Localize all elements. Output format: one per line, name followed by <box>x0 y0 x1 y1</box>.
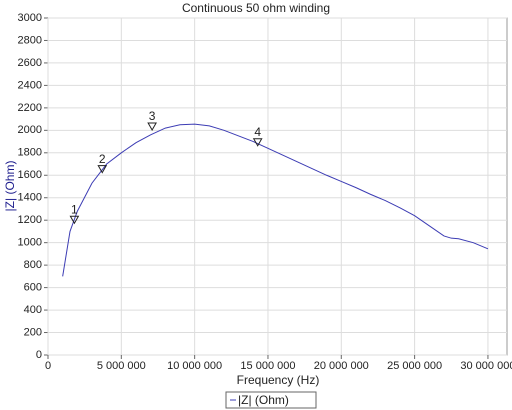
y-tick-label: 2400 <box>18 79 42 91</box>
marker <box>252 138 263 147</box>
marker <box>147 122 157 131</box>
y-tick-label: 1400 <box>18 192 42 204</box>
line-series <box>62 123 489 277</box>
y-tick-label: 600 <box>24 282 42 294</box>
marker-label: 4 <box>254 125 261 139</box>
marker-label: 3 <box>149 109 156 123</box>
y-tick-label: 400 <box>24 304 42 316</box>
y-tick-label: 1000 <box>18 237 42 249</box>
x-tick-label: 15 000 000 <box>240 360 295 372</box>
y-tick-label: 2000 <box>18 124 42 136</box>
y-axis-label: |Z| (Ohm) <box>3 161 17 212</box>
legend <box>225 391 317 409</box>
x-tick-label: 20 000 000 <box>314 360 369 372</box>
y-tick-label: 0 <box>36 349 42 361</box>
x-tick-label: 30 000 000 <box>460 360 512 372</box>
legend-label: |Z| (Ohm) <box>238 393 289 407</box>
y-tick-label: 200 <box>24 326 42 338</box>
x-tick-label: 5 000 000 <box>97 360 146 372</box>
y-tick-label: 800 <box>24 259 42 271</box>
plot-frame <box>47 17 508 356</box>
y-tick-label: 2800 <box>18 34 42 46</box>
y-tick-label: 1600 <box>18 169 42 181</box>
chart-title: Continuous 50 ohm winding <box>182 1 330 15</box>
x-axis-label: Frequency (Hz) <box>237 373 320 387</box>
x-tick-label: 25 000 000 <box>387 360 442 372</box>
y-tick-label: 1200 <box>18 214 42 226</box>
y-tick-label: 1800 <box>18 147 42 159</box>
x-tick-label: 10 000 000 <box>167 360 222 372</box>
marker <box>97 165 108 174</box>
marker-label: 2 <box>99 152 106 166</box>
x-tick-label: 0 <box>45 360 51 372</box>
marker-label: 1 <box>71 202 78 216</box>
y-tick-label: 3000 <box>18 12 42 24</box>
y-tick-label: 2600 <box>18 57 42 69</box>
marker <box>69 215 80 225</box>
y-tick-label: 2200 <box>18 102 42 114</box>
